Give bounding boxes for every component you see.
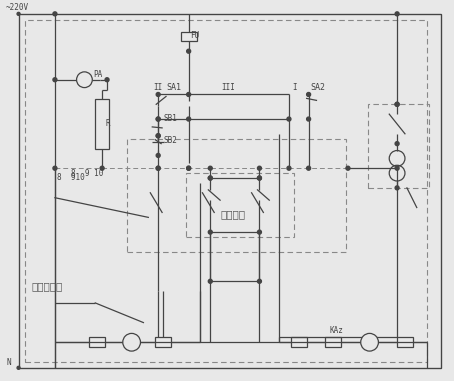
Circle shape <box>156 166 160 170</box>
Circle shape <box>156 93 160 96</box>
Circle shape <box>187 166 191 170</box>
Circle shape <box>395 186 399 190</box>
Circle shape <box>100 166 104 170</box>
Bar <box>155 337 171 347</box>
Circle shape <box>395 166 399 170</box>
Circle shape <box>208 166 212 170</box>
Text: II: II <box>153 83 163 91</box>
Circle shape <box>156 117 160 121</box>
Circle shape <box>156 134 160 138</box>
Circle shape <box>187 49 191 53</box>
Circle shape <box>53 12 57 16</box>
Text: SA2: SA2 <box>311 83 326 91</box>
Circle shape <box>395 142 399 146</box>
Text: I: I <box>292 83 296 91</box>
Circle shape <box>123 333 140 351</box>
Text: FU: FU <box>191 31 200 40</box>
Circle shape <box>306 117 311 121</box>
Bar <box>397 337 413 347</box>
Circle shape <box>208 230 212 234</box>
Circle shape <box>17 12 20 15</box>
Circle shape <box>287 117 291 121</box>
Text: III: III <box>221 83 235 91</box>
Bar <box>291 337 306 347</box>
Circle shape <box>53 78 57 82</box>
Circle shape <box>257 176 262 180</box>
Text: SB2: SB2 <box>163 136 177 145</box>
Bar <box>25 20 427 362</box>
Text: 8  910: 8 910 <box>57 173 84 182</box>
Circle shape <box>17 367 20 369</box>
Text: SB1: SB1 <box>163 114 177 123</box>
Circle shape <box>346 166 350 170</box>
Circle shape <box>395 12 399 16</box>
Circle shape <box>187 93 191 96</box>
Bar <box>95 99 109 149</box>
Circle shape <box>257 176 262 180</box>
Circle shape <box>208 279 212 283</box>
Circle shape <box>306 93 311 96</box>
Circle shape <box>257 230 262 234</box>
Circle shape <box>257 166 262 170</box>
Circle shape <box>105 78 109 82</box>
Text: A: A <box>82 75 87 84</box>
Bar <box>186 173 294 237</box>
Text: PA: PA <box>93 70 103 79</box>
Circle shape <box>187 117 191 121</box>
Text: 控制面板: 控制面板 <box>220 209 245 219</box>
Bar <box>368 104 429 188</box>
Circle shape <box>208 176 212 180</box>
Circle shape <box>395 102 399 106</box>
Text: SA1: SA1 <box>166 83 181 91</box>
Circle shape <box>156 166 160 170</box>
Circle shape <box>156 134 160 138</box>
Circle shape <box>156 154 160 157</box>
Circle shape <box>287 166 291 170</box>
Circle shape <box>306 166 311 170</box>
Bar <box>181 32 197 42</box>
Circle shape <box>187 166 191 170</box>
Text: KAz: KAz <box>329 327 343 335</box>
Bar <box>127 139 346 252</box>
Circle shape <box>257 279 262 283</box>
Text: N: N <box>7 358 11 367</box>
Circle shape <box>395 102 399 106</box>
Circle shape <box>156 117 160 121</box>
Text: 8  9 10: 8 9 10 <box>71 169 103 178</box>
Bar <box>326 337 341 347</box>
Circle shape <box>361 333 379 351</box>
Circle shape <box>53 166 57 170</box>
Circle shape <box>77 72 92 88</box>
Text: R: R <box>105 120 110 128</box>
Bar <box>89 337 105 347</box>
Circle shape <box>208 176 212 180</box>
Text: 就地控制笱: 就地控制笱 <box>31 281 63 291</box>
Text: ~220V: ~220V <box>6 3 29 12</box>
